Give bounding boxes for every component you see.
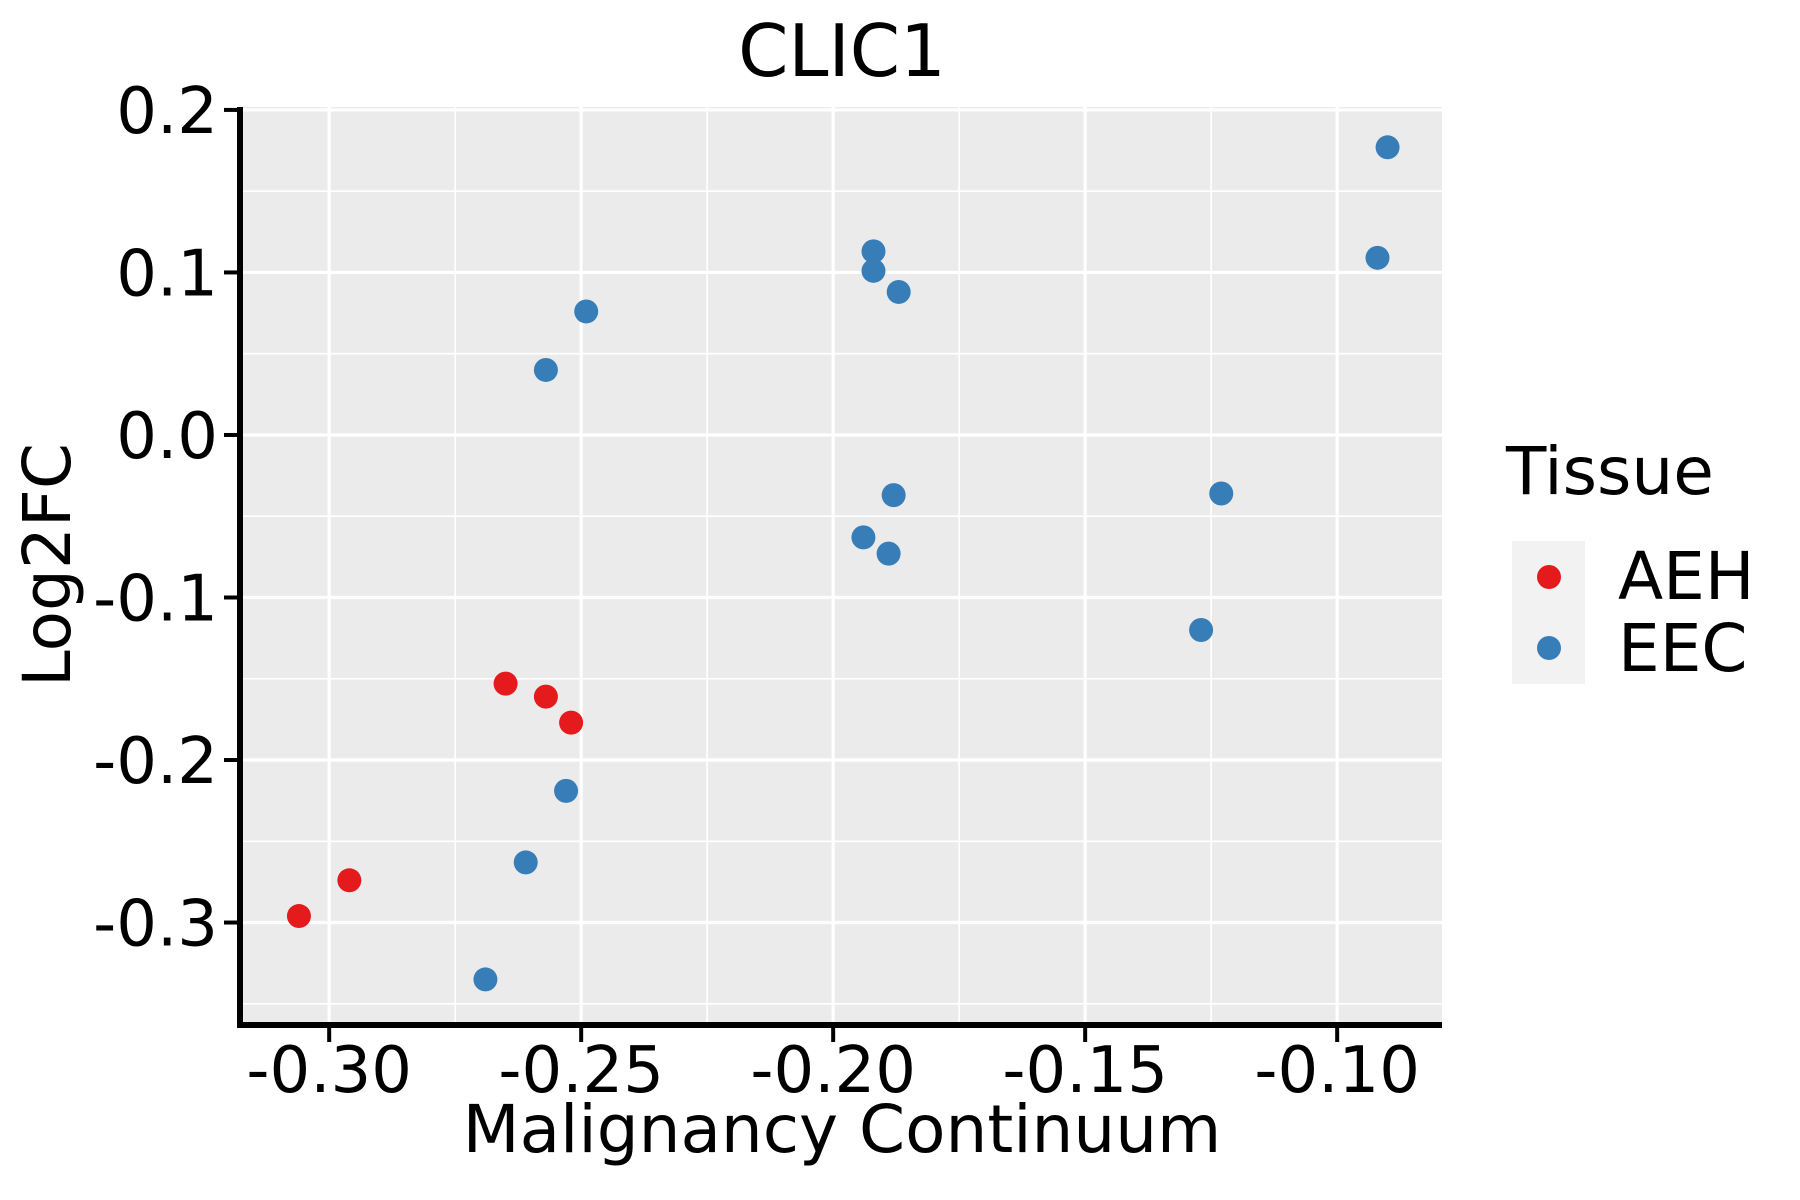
data-point-eec: [473, 967, 498, 992]
data-point-eec: [1209, 481, 1234, 506]
legend-label-eec: EEC: [1618, 609, 1748, 687]
plot-title: CLIC1: [738, 9, 946, 93]
legend-title: Tissue: [1506, 433, 1714, 510]
panel-background: [243, 107, 1442, 1022]
data-point-eec: [1365, 245, 1390, 270]
data-point-eec: [574, 299, 599, 324]
y-tick-label: -0.3: [93, 888, 218, 962]
data-point-eec: [554, 778, 579, 803]
y-tick-label: -0.2: [93, 725, 218, 799]
legend-label-aeh: AEH: [1618, 538, 1755, 615]
data-point-eec: [1375, 135, 1400, 160]
y-tick-label: -0.1: [93, 562, 218, 636]
data-point-aeh: [493, 671, 518, 696]
data-point-aeh: [533, 684, 558, 709]
y-tick-label: 0.1: [116, 237, 218, 311]
data-point-eec: [886, 279, 911, 304]
data-point-aeh: [559, 710, 584, 735]
x-tick-label: -0.10: [1254, 1034, 1420, 1108]
x-axis-label: Malignancy Continuum: [463, 1091, 1222, 1168]
legend-item-eec: EEC: [1512, 609, 1748, 687]
x-tick-label: -0.20: [750, 1034, 916, 1108]
gridlines: [243, 107, 1442, 1022]
x-tick-label: -0.25: [498, 1034, 664, 1108]
data-point-eec: [533, 357, 558, 382]
data-point-eec: [876, 541, 901, 566]
eec-dot-icon: [1536, 636, 1561, 660]
data-point-eec: [861, 258, 886, 283]
data-point-eec: [861, 239, 886, 264]
plot-panel: [243, 107, 1442, 1022]
y-tick-label: 0.2: [116, 75, 218, 149]
axes: [224, 107, 1442, 1042]
data-points: [286, 135, 1400, 992]
data-point-eec: [881, 483, 906, 508]
y-axis-label: Log2FC: [9, 443, 86, 687]
legend-item-aeh: AEH: [1512, 538, 1755, 615]
data-point-eec: [513, 850, 538, 875]
x-tick-label: -0.30: [246, 1034, 412, 1108]
data-point-eec: [1189, 617, 1214, 642]
x-tick-label: -0.15: [1002, 1034, 1168, 1108]
y-tick-label: 0.0: [116, 400, 218, 474]
data-point-eec: [851, 525, 876, 550]
legend-key-eec: [1512, 612, 1585, 684]
data-point-aeh: [337, 868, 362, 893]
tick-labels: 0.2 0.1 0.0 -0.1 -0.2 -0.3 -0.30 -0.25 -0.20 -0.1…: [93, 75, 1420, 1108]
aeh-dot-icon: [1536, 564, 1561, 589]
legend-key-aeh: [1512, 541, 1585, 612]
data-point-aeh: [286, 904, 311, 929]
